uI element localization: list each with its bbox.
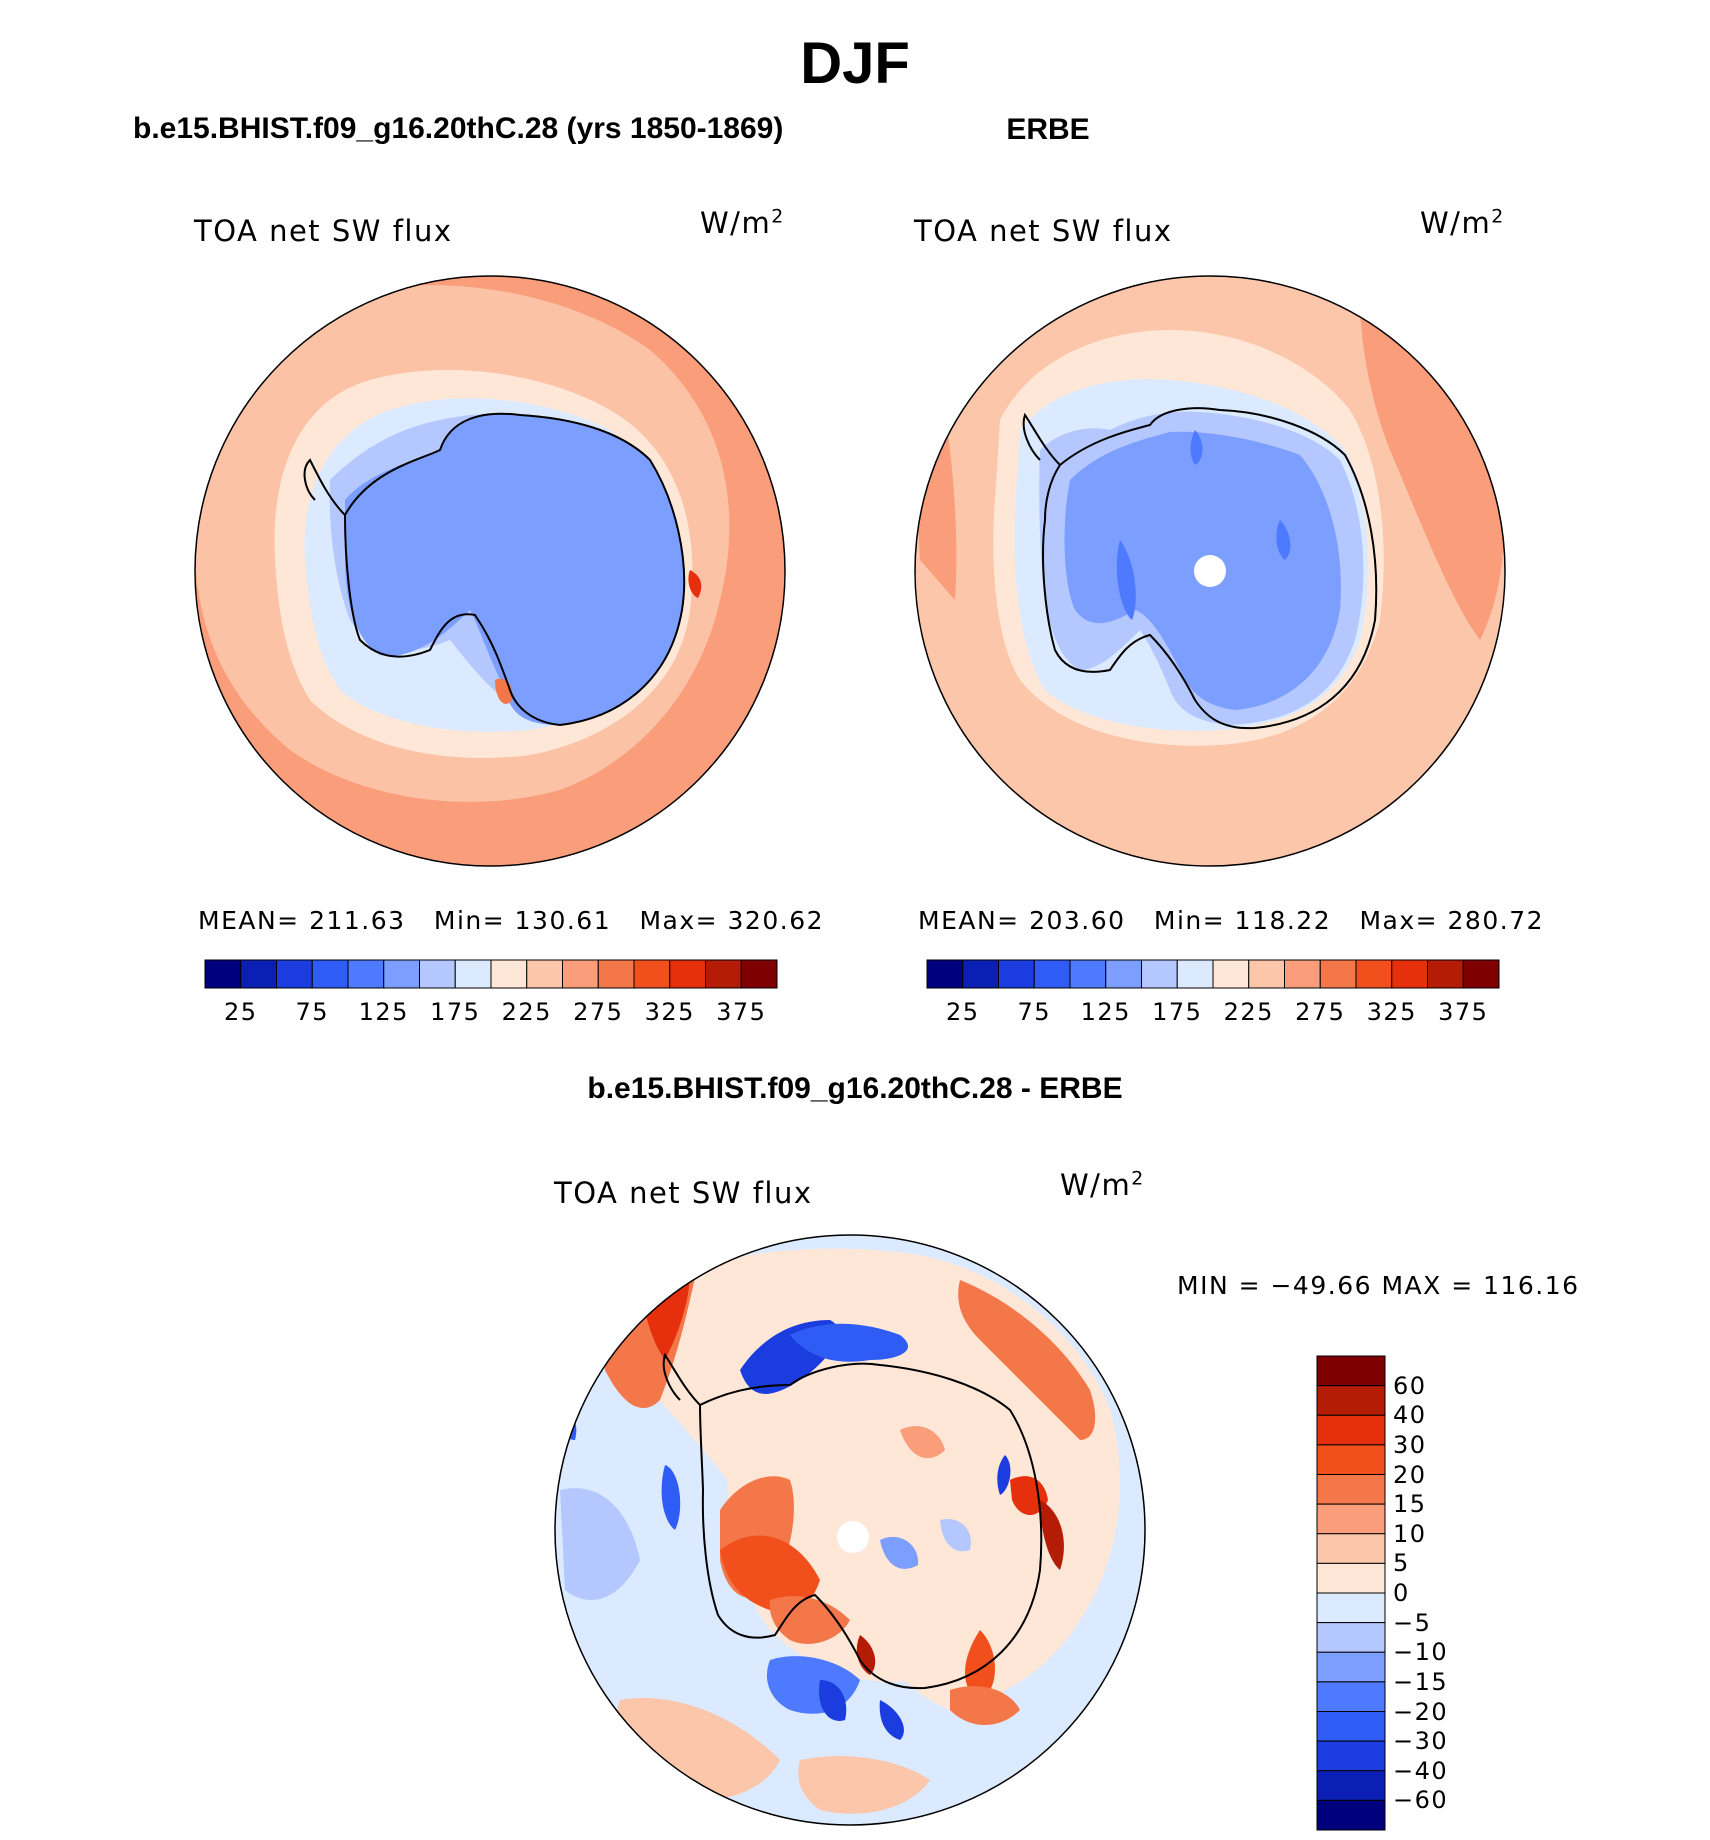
colorbar-swatch [1391, 959, 1428, 989]
panel-1-variable-label: TOA net SW flux [194, 214, 453, 248]
colorbar-tick-label: 20 [1393, 1460, 1427, 1489]
colorbar-tick-label: −60 [1393, 1786, 1449, 1815]
colorbar-swatch [383, 959, 420, 989]
colorbar-swatch [526, 959, 563, 989]
colorbar-swatch [998, 959, 1035, 989]
colorbar-swatch [1316, 1799, 1386, 1831]
colorbar-swatch [490, 959, 528, 989]
colorbar-swatch [1316, 1770, 1386, 1801]
colorbar-swatch [419, 959, 456, 989]
colorbar-swatch [454, 959, 492, 989]
colorbar-tick-label: 225 [501, 998, 552, 1026]
colorbar-tick-label: 75 [1017, 998, 1052, 1026]
colorbar-swatch [1462, 959, 1500, 989]
colorbar-tick-label: 25 [223, 998, 258, 1026]
colorbar-tick-label: 125 [1080, 998, 1131, 1026]
colorbar-swatch [926, 959, 964, 989]
colorbar-swatch [740, 959, 778, 989]
colorbar-tick-label: 175 [1152, 998, 1203, 1026]
colorbar-swatch [1316, 1562, 1386, 1594]
colorbar-swatch [1316, 1503, 1386, 1535]
panel-1-stats: MEAN= 211.63 Min= 130.61 Max= 320.62 [198, 906, 825, 935]
panel-1-colorbar [204, 959, 778, 989]
colorbar-swatch [1033, 959, 1071, 989]
panel-1-map [195, 276, 785, 866]
colorbar-swatch [1316, 1414, 1386, 1446]
colorbar-swatch [1316, 1592, 1386, 1624]
colorbar-swatch [1355, 959, 1393, 989]
colorbar-tick-label: 75 [295, 998, 330, 1026]
colorbar-swatch [1316, 1444, 1386, 1475]
panel-2-title: ERBE [1006, 113, 1090, 146]
colorbar-swatch [240, 959, 277, 989]
colorbar-swatch [562, 959, 599, 989]
colorbar-tick-label: 325 [1366, 998, 1417, 1026]
colorbar-tick-label: −30 [1393, 1727, 1449, 1756]
colorbar-swatch [347, 959, 385, 989]
colorbar-tick-label: 175 [430, 998, 481, 1026]
colorbar-swatch [1069, 959, 1107, 989]
colorbar-tick-label: −40 [1393, 1756, 1449, 1785]
colorbar-tick-label: 40 [1393, 1401, 1427, 1430]
panel-2-map [915, 276, 1505, 866]
colorbar-tick-label: 30 [1393, 1430, 1427, 1459]
colorbar-swatch [1316, 1474, 1386, 1505]
colorbar-swatch [597, 959, 635, 989]
colorbar-swatch [1316, 1533, 1386, 1564]
colorbar-swatch [669, 959, 706, 989]
colorbar-swatch [1316, 1651, 1386, 1683]
colorbar-tick-label: 375 [716, 998, 767, 1026]
colorbar-tick-label: −20 [1393, 1697, 1449, 1726]
colorbar-swatch [1316, 1711, 1386, 1742]
colorbar-tick-label: 225 [1223, 998, 1274, 1026]
panel-2-stats: MEAN= 203.60 Min= 118.22 Max= 280.72 [918, 906, 1545, 935]
panel-3-units: W/m2 [1060, 1168, 1145, 1202]
colorbar-swatch [1141, 959, 1178, 989]
colorbar-tick-label: 15 [1393, 1490, 1427, 1519]
colorbar-tick-label: 325 [644, 998, 695, 1026]
colorbar-swatch [705, 959, 742, 989]
colorbar-swatch [1316, 1355, 1386, 1387]
colorbar-swatch [1176, 959, 1214, 989]
panel-2-variable-label: TOA net SW flux [914, 214, 1173, 248]
panel-3-map [555, 1235, 1145, 1825]
colorbar-tick-label: 10 [1393, 1519, 1427, 1548]
colorbar-tick-label: −15 [1393, 1667, 1449, 1696]
colorbar-swatch [1316, 1385, 1386, 1416]
colorbar-tick-label: 5 [1393, 1549, 1410, 1578]
colorbar-tick-label: 25 [945, 998, 980, 1026]
colorbar-swatch [633, 959, 671, 989]
panel-3-variable-label: TOA net SW flux [554, 1176, 813, 1210]
colorbar-swatch [1319, 959, 1357, 989]
panel-1-title: b.e15.BHIST.f09_g16.20thC.28 (yrs 1850-1… [133, 112, 784, 145]
colorbar-swatch [962, 959, 999, 989]
colorbar-swatch [204, 959, 242, 989]
colorbar-swatch [311, 959, 349, 989]
panel-3-title: b.e15.BHIST.f09_g16.20thC.28 - ERBE [587, 1072, 1123, 1105]
colorbar-swatch [1105, 959, 1142, 989]
colorbar-swatch [1316, 1622, 1386, 1653]
colorbar-swatch [1284, 959, 1321, 989]
colorbar-swatch [1316, 1740, 1386, 1772]
colorbar-tick-label: 0 [1393, 1579, 1410, 1607]
colorbar-tick-label: 375 [1438, 998, 1489, 1026]
colorbar-tick-label: 275 [573, 998, 624, 1026]
panel-1-units: W/m2 [700, 206, 785, 240]
colorbar-swatch [1427, 959, 1464, 989]
colorbar-swatch [1212, 959, 1250, 989]
colorbar-tick-label: −10 [1393, 1638, 1449, 1667]
panel-3-stats: MIN = −49.66 MAX = 116.16 [1177, 1271, 1580, 1300]
colorbar-swatch [1316, 1681, 1386, 1712]
panel-3-colorbar [1316, 1355, 1386, 1831]
panel-2-units: W/m2 [1420, 206, 1505, 240]
colorbar-tick-label: 275 [1295, 998, 1346, 1026]
colorbar-tick-label: −5 [1393, 1608, 1432, 1637]
colorbar-swatch [1248, 959, 1285, 989]
colorbar-tick-label: 60 [1393, 1371, 1427, 1400]
colorbar-swatch [276, 959, 313, 989]
panel-2-colorbar [926, 959, 1500, 989]
colorbar-tick-label: 125 [358, 998, 409, 1026]
main-title: DJF [800, 31, 910, 96]
